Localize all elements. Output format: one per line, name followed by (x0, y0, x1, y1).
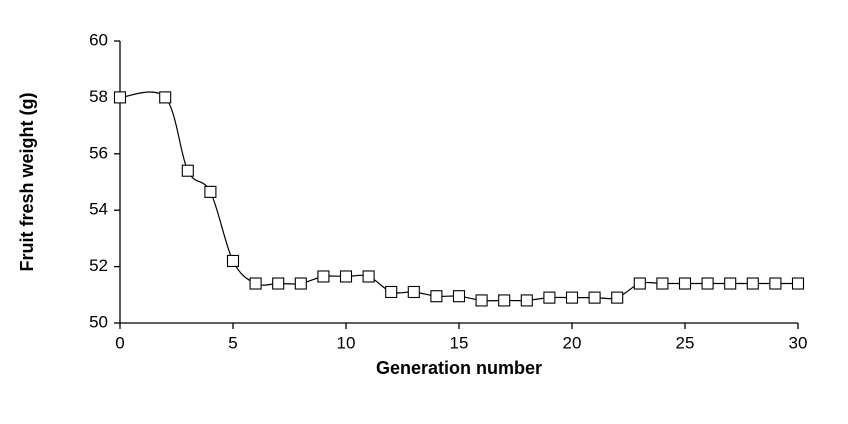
marker (611, 291, 624, 304)
marker (226, 254, 240, 268)
marker (430, 290, 443, 303)
marker (362, 270, 375, 283)
y-tick-label: 56 (89, 143, 108, 162)
marker (520, 294, 533, 307)
marker (769, 277, 782, 290)
marker (724, 277, 737, 290)
marker (113, 91, 127, 104)
marker (678, 277, 692, 290)
marker (272, 277, 285, 290)
x-tick-label: 0 (115, 333, 124, 352)
marker (656, 277, 669, 290)
marker (746, 277, 759, 290)
x-axis-title: Generation number (376, 358, 542, 378)
marker (701, 277, 714, 290)
x-tick-label: 10 (337, 333, 356, 352)
marker (339, 270, 353, 283)
y-tick-label: 52 (89, 256, 108, 275)
y-tick-label: 54 (89, 200, 108, 219)
marker (452, 290, 466, 303)
marker (791, 277, 805, 290)
line (119, 91, 798, 302)
x-tick-label: 5 (228, 333, 237, 352)
marker (385, 285, 398, 299)
marker (181, 164, 194, 177)
marker (294, 277, 307, 290)
marker (204, 185, 217, 198)
marker (633, 277, 646, 290)
marker (498, 294, 511, 307)
y-tick-label: 60 (89, 30, 108, 49)
x-tick-label: 15 (450, 333, 469, 352)
marker (543, 291, 556, 304)
x-tick-label: 25 (676, 333, 695, 352)
x-tick-label: 30 (789, 333, 808, 352)
x-tick-label: 20 (563, 333, 582, 352)
y-tick-label: 50 (89, 312, 108, 331)
marker (588, 291, 601, 304)
marker (475, 294, 488, 307)
marker (407, 285, 420, 299)
marker (565, 291, 579, 304)
y-axis-title: Fruit fresh weight (g) (17, 93, 37, 272)
marker (159, 91, 172, 104)
marker (249, 277, 262, 290)
marker (317, 270, 330, 283)
y-tick-label: 58 (89, 87, 108, 106)
